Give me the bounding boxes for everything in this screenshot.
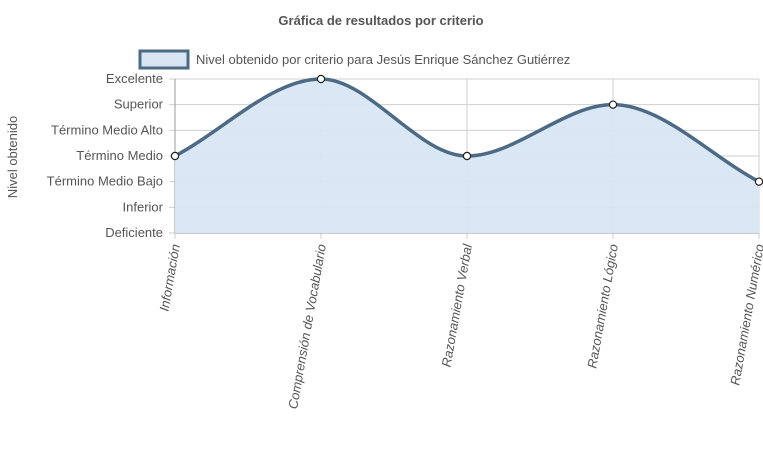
x-tick-labels: Información Comprensión de Vocabulario Raz… bbox=[156, 242, 763, 410]
y-tick-label: Término Medio bbox=[76, 148, 163, 163]
data-point[interactable] bbox=[170, 151, 180, 161]
chart-title: Gráfica de resultados por criterio bbox=[278, 13, 483, 28]
legend[interactable]: Nivel obtenido por criterio para Jesús E… bbox=[138, 49, 570, 70]
y-tick-label: Superior bbox=[114, 97, 164, 112]
legend-label: Nivel obtenido por criterio para Jesús E… bbox=[196, 52, 570, 67]
y-tick-label: Excelente bbox=[106, 71, 163, 86]
x-tick-label: Razonamiento Verbal bbox=[439, 242, 476, 368]
data-point[interactable] bbox=[462, 151, 472, 161]
y-tick-label: Deficiente bbox=[105, 225, 163, 240]
y-tick-labels: Deficiente Inferior Término Medio Bajo Térm… bbox=[47, 71, 164, 240]
x-tick-label: Razonamiento Lógico bbox=[584, 243, 621, 369]
x-tick-label: Información bbox=[156, 243, 183, 312]
y-tick-label: Término Medio Bajo bbox=[47, 174, 163, 189]
data-points bbox=[170, 74, 763, 186]
legend-swatch bbox=[138, 49, 190, 70]
y-axis-label: Nivel obtenido bbox=[5, 116, 20, 198]
data-point[interactable] bbox=[316, 74, 326, 84]
x-tick-label: Razonamiento Numérico bbox=[727, 243, 763, 387]
data-point[interactable] bbox=[608, 100, 618, 109]
y-tick-label: Término Medio Alto bbox=[51, 122, 163, 137]
x-tick-label: Comprensión de Vocabulario bbox=[285, 243, 329, 410]
data-point[interactable] bbox=[754, 177, 763, 186]
y-tick-label: Inferior bbox=[123, 199, 164, 214]
